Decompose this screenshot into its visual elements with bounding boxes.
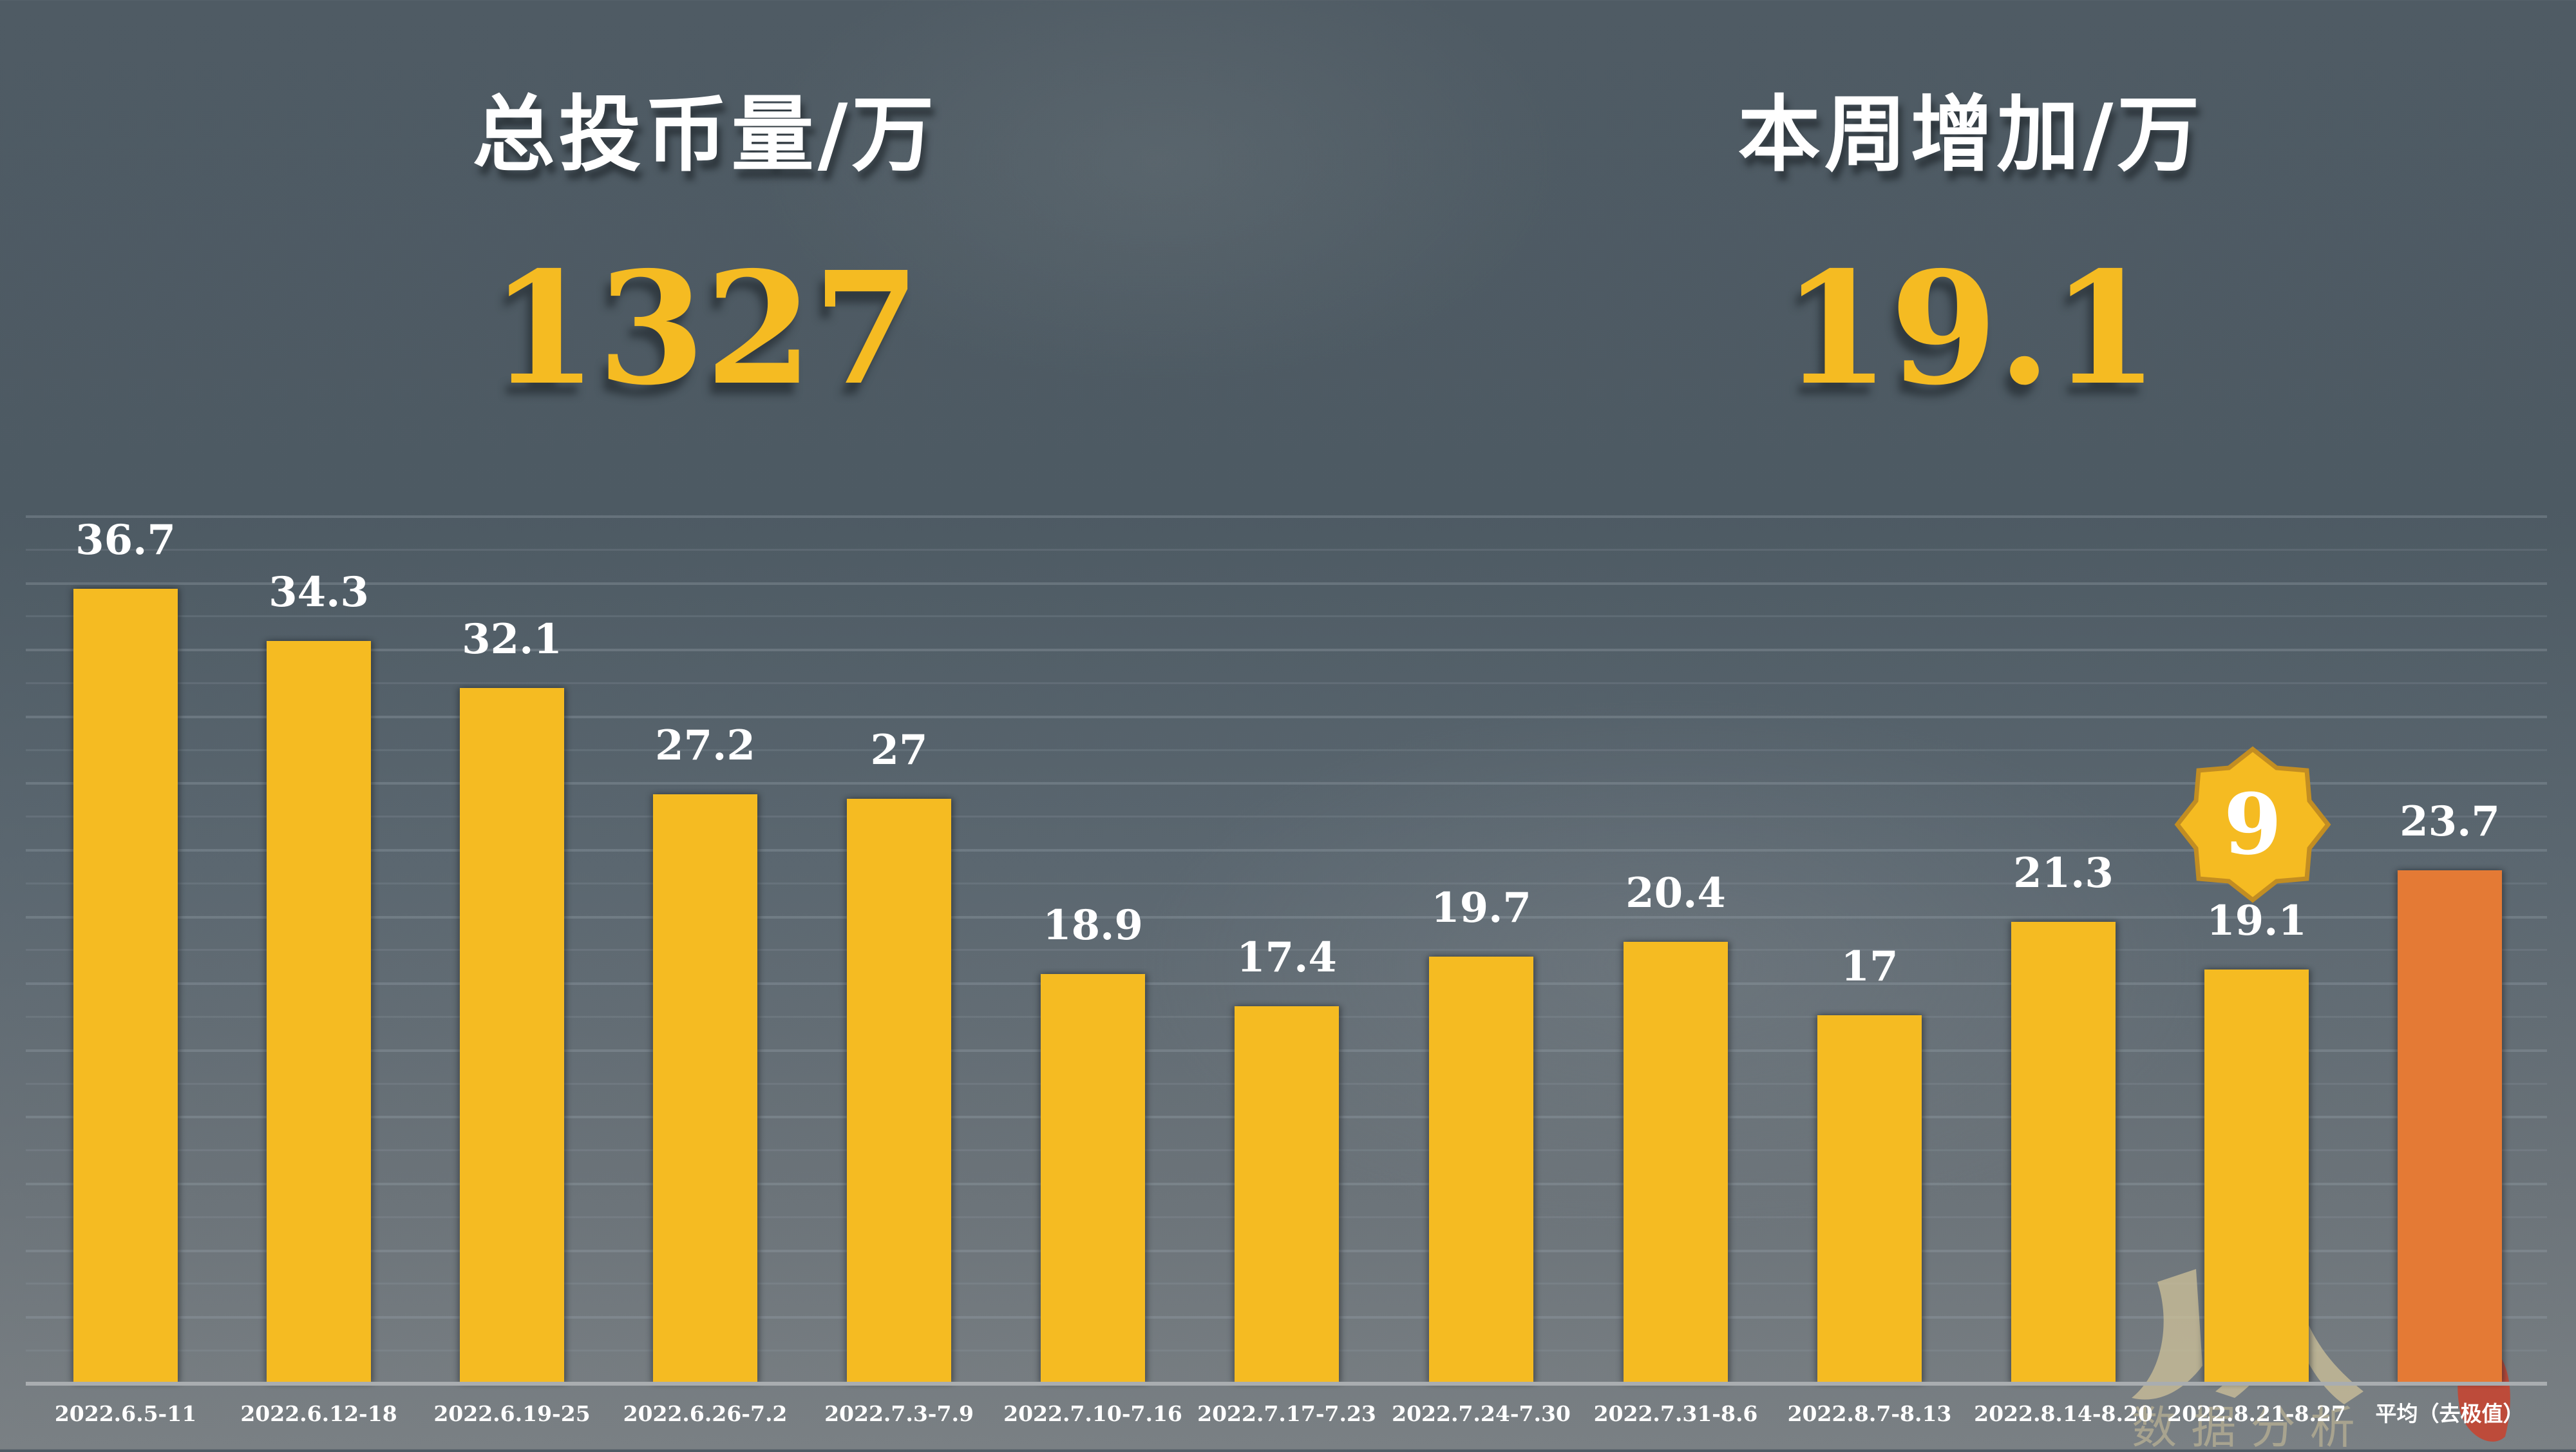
bar-value-label: 27 (870, 725, 928, 774)
bar-value-label: 34.3 (269, 568, 369, 616)
x-axis-tick-label: 2022.7.3-7.9 (824, 1401, 974, 1426)
star-badge-icon (2174, 746, 2331, 903)
x-axis-tick-label: 平均（去极值） (2375, 1401, 2524, 1426)
bar (1624, 941, 1728, 1383)
x-axis-tick-label: 2022.6.26-7.2 (623, 1401, 788, 1426)
gridline (26, 949, 2547, 951)
bar (1041, 973, 1145, 1383)
bar (1817, 1015, 1922, 1383)
gridline (26, 682, 2547, 684)
bar (2011, 922, 2116, 1383)
x-axis-tick-label: 2022.7.31-8.6 (1593, 1401, 1758, 1426)
gridline (26, 849, 2547, 852)
bar-value-label: 32.1 (462, 615, 562, 664)
bar-value-label: 20.4 (1625, 868, 1726, 917)
x-axis-tick-label: 2022.8.14-8.20 (1974, 1401, 2153, 1426)
x-axis-tick-label: 2022.6.19-25 (433, 1401, 591, 1426)
x-axis-tick-label: 2022.7.17-7.23 (1197, 1401, 1376, 1426)
gridline (26, 882, 2547, 884)
x-axis-tick-label: 2022.6.5-11 (54, 1401, 197, 1426)
gridline (26, 548, 2547, 551)
gridline (26, 649, 2547, 652)
gridline (26, 816, 2547, 818)
bar-value-label: 18.9 (1043, 901, 1143, 950)
bar (847, 798, 951, 1383)
x-axis-tick-label: 2022.8.7-8.13 (1787, 1401, 1952, 1426)
bar-value-label: 19.7 (1431, 884, 1531, 933)
bar (267, 640, 371, 1383)
bar (2204, 970, 2309, 1383)
bar-value-label: 23.7 (2400, 797, 2500, 846)
bar (1429, 957, 1533, 1383)
kpi-total-title: 总投币量/万 (472, 87, 938, 183)
bar-value-label: 21.3 (2013, 849, 2114, 898)
x-axis-tick-label: 2022.6.12-18 (240, 1401, 397, 1426)
gridline (26, 749, 2547, 751)
x-axis-tick-label: 2022.8.21-8.27 (2167, 1401, 2346, 1426)
kpi-weekly-value: 19.1 (1782, 238, 2159, 419)
x-axis-tick-label: 2022.7.24-7.30 (1392, 1401, 1571, 1426)
gridline (26, 915, 2547, 919)
x-axis-baseline (26, 1382, 2547, 1386)
gridline (26, 715, 2547, 718)
bar-value-label: 36.7 (75, 515, 176, 564)
bar-value-label: 17.4 (1236, 933, 1337, 982)
star-badge-value: 9 (2223, 775, 2282, 874)
bar (460, 688, 564, 1383)
bar-value-label: 17 (1841, 942, 1899, 991)
gridline (26, 515, 2547, 518)
bar (653, 794, 757, 1383)
kpi-weekly-title: 本周增加/万 (1738, 87, 2204, 183)
x-axis-tick-label: 2022.7.10-7.16 (1003, 1401, 1182, 1426)
bar-average (2398, 870, 2502, 1383)
gridline (26, 582, 2547, 585)
bar (73, 588, 178, 1383)
gridline (26, 615, 2547, 618)
bar-value-label: 27.2 (655, 721, 755, 770)
kpi-total-value: 1327 (490, 238, 920, 419)
gridline (26, 782, 2547, 785)
gridline (26, 982, 2547, 986)
bar (1235, 1006, 1339, 1383)
bar-value-label: 19.1 (2206, 897, 2307, 946)
